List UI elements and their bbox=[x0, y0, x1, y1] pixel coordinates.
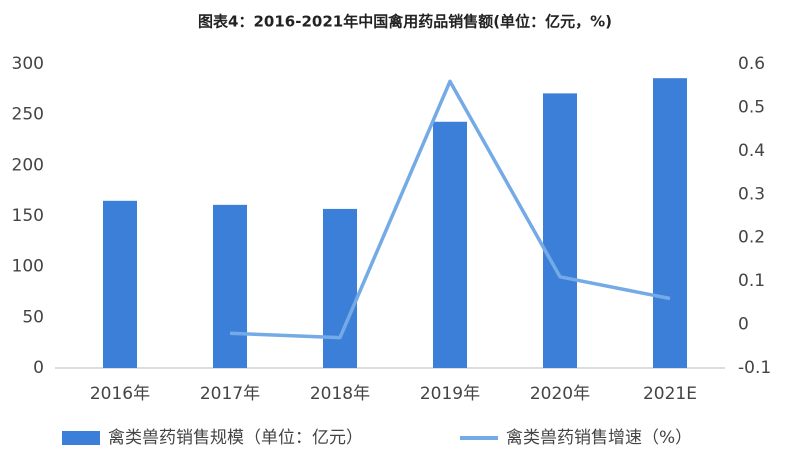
bar bbox=[103, 200, 137, 368]
x-tick-label: 2021E bbox=[643, 384, 697, 404]
y-tick-label: 50 bbox=[22, 307, 44, 327]
chart-title: 图表4：2016-2021年中国禽用药品销售额(单位：亿元，%) bbox=[198, 13, 612, 31]
y-tick-label: 100 bbox=[12, 257, 44, 277]
y2-tick-label: 0.6 bbox=[738, 54, 765, 74]
y2-tick-label: 0.4 bbox=[738, 141, 765, 161]
y-tick-label: 300 bbox=[12, 54, 44, 74]
y-tick-label: 150 bbox=[12, 206, 44, 226]
bar bbox=[323, 208, 357, 368]
legend-label: 禽类兽药销售增速（%） bbox=[506, 428, 692, 448]
y2-tick-label: 0.2 bbox=[738, 228, 765, 248]
y2-tick-label: 0.1 bbox=[738, 271, 765, 291]
y2-tick-label: 0.3 bbox=[738, 184, 765, 204]
legend-swatch bbox=[62, 431, 100, 445]
y2-tick-label: -0.1 bbox=[738, 358, 771, 378]
x-tick-label: 2016年 bbox=[90, 384, 150, 404]
bar bbox=[433, 121, 467, 368]
bar bbox=[543, 93, 577, 369]
y2-tick-label: 0 bbox=[738, 315, 749, 335]
x-tick-label: 2018年 bbox=[310, 384, 370, 404]
line bbox=[229, 79, 671, 340]
bar bbox=[653, 78, 687, 368]
x-tick-label: 2020年 bbox=[530, 384, 590, 404]
y-tick-label: 200 bbox=[12, 155, 44, 175]
y-tick-label: 250 bbox=[12, 105, 44, 125]
bar bbox=[213, 204, 247, 368]
y-tick-label: 0 bbox=[33, 358, 44, 378]
x-tick-label: 2017年 bbox=[200, 384, 260, 404]
legend-label: 禽类兽药销售规模（单位：亿元） bbox=[108, 428, 363, 448]
x-tick-label: 2019年 bbox=[420, 384, 480, 404]
y2-tick-label: 0.5 bbox=[738, 97, 765, 117]
